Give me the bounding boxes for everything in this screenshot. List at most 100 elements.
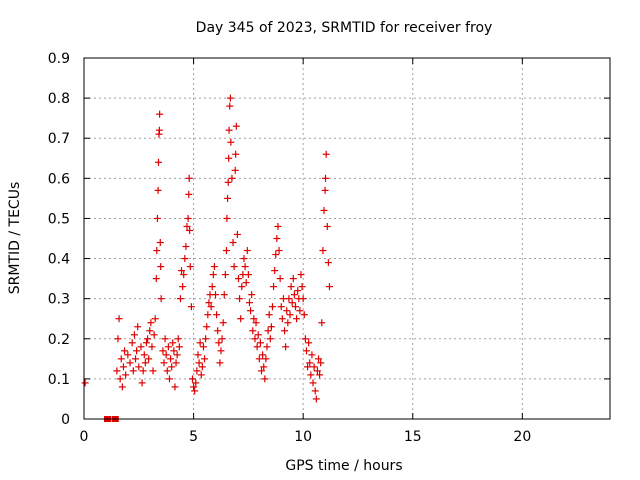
data-point xyxy=(194,351,202,359)
plot-frame xyxy=(83,57,611,420)
x-tick-label: 20 xyxy=(513,429,531,445)
data-point xyxy=(271,267,279,275)
y-tick-label: 0.5 xyxy=(48,211,70,227)
data-point xyxy=(311,387,319,395)
y-tick-label: 0 xyxy=(61,412,70,428)
data-point xyxy=(235,275,243,283)
data-point xyxy=(325,283,333,291)
data-point xyxy=(130,331,138,339)
data-point xyxy=(283,307,291,315)
data-point xyxy=(119,363,127,371)
data-point xyxy=(115,315,123,323)
data-point xyxy=(310,363,318,371)
data-point xyxy=(236,295,244,303)
data-point xyxy=(169,339,177,347)
data-point xyxy=(237,315,245,323)
data-point xyxy=(287,283,295,291)
data-point xyxy=(209,271,217,279)
data-point xyxy=(182,243,190,251)
data-point xyxy=(302,347,310,355)
data-point xyxy=(266,335,274,343)
data-point xyxy=(232,122,240,130)
data-point xyxy=(149,367,157,375)
data-point xyxy=(225,154,233,162)
data-point xyxy=(180,271,188,279)
y-tick-label: 0.1 xyxy=(48,372,70,388)
data-point xyxy=(267,323,275,331)
data-point xyxy=(273,235,281,242)
data-point xyxy=(184,214,192,222)
data-point xyxy=(191,387,199,395)
data-point xyxy=(288,299,296,307)
data-point xyxy=(157,295,165,303)
data-point xyxy=(155,158,163,166)
data-point xyxy=(238,283,246,291)
data-point xyxy=(121,347,129,355)
data-point xyxy=(81,379,89,387)
data-point xyxy=(264,327,272,335)
data-point xyxy=(167,355,175,363)
data-point xyxy=(293,315,301,323)
data-point xyxy=(322,150,330,158)
data-point xyxy=(319,247,327,255)
data-point xyxy=(181,255,189,263)
data-point xyxy=(126,359,134,367)
data-point xyxy=(275,247,283,255)
data-point xyxy=(245,299,253,307)
data-point xyxy=(324,259,332,267)
data-point xyxy=(196,339,204,347)
y-axis-title: SRMTID / TECUs xyxy=(7,182,23,295)
data-point xyxy=(193,367,201,375)
data-point xyxy=(253,343,261,351)
y-tick-label: 0.4 xyxy=(48,252,70,268)
data-point xyxy=(214,327,222,335)
data-point xyxy=(231,166,239,174)
data-point xyxy=(270,283,278,291)
data-point xyxy=(226,94,234,102)
data-point xyxy=(124,351,132,359)
data-point xyxy=(183,222,191,230)
data-point xyxy=(118,383,126,391)
data-point xyxy=(224,194,232,202)
data-point xyxy=(135,363,143,371)
data-point xyxy=(187,303,195,311)
data-point xyxy=(260,363,268,371)
data-marks xyxy=(81,94,333,422)
data-point xyxy=(192,379,200,387)
data-point xyxy=(289,275,297,283)
data-point xyxy=(117,355,125,363)
data-point xyxy=(162,351,170,359)
data-point xyxy=(258,367,266,375)
data-point xyxy=(185,190,193,198)
data-point xyxy=(241,263,249,271)
axis-ticks: 0 0.1 0.2 0.3 0.4 0.5 0.6 0.7 0.8 0.9 0 5 10 15 20 xyxy=(48,51,610,445)
data-point xyxy=(244,271,252,279)
data-point xyxy=(168,363,176,371)
data-point xyxy=(146,327,154,335)
x-tick-label: 15 xyxy=(404,429,422,445)
data-point xyxy=(140,351,148,359)
data-point xyxy=(133,347,141,355)
data-point xyxy=(179,283,187,291)
data-point xyxy=(176,295,184,303)
x-tick-label: 0 xyxy=(80,429,89,445)
data-point xyxy=(318,319,326,327)
data-point xyxy=(116,375,124,383)
data-point xyxy=(173,351,181,359)
data-point xyxy=(213,311,221,319)
data-point xyxy=(252,319,260,327)
data-point xyxy=(243,247,251,255)
data-point xyxy=(228,174,236,182)
data-point xyxy=(281,327,289,335)
data-point xyxy=(207,303,215,311)
grid-lines xyxy=(84,58,610,419)
data-point xyxy=(164,343,172,351)
data-point xyxy=(251,335,259,343)
data-point xyxy=(268,303,276,311)
data-point xyxy=(259,351,267,359)
data-point xyxy=(250,315,258,323)
data-point xyxy=(137,343,145,351)
data-point xyxy=(190,383,198,391)
data-point xyxy=(306,359,314,367)
